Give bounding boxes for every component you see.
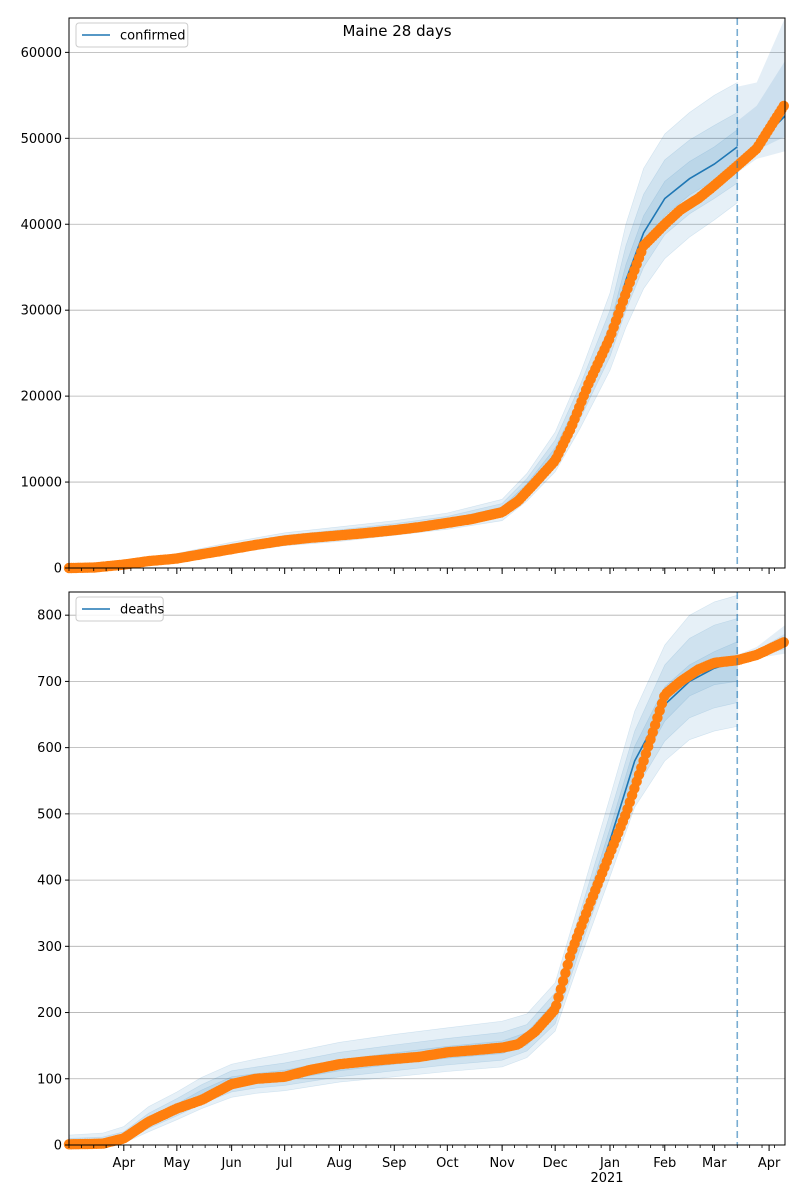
y-tick-label: 500: [37, 807, 62, 822]
observed-point: [778, 100, 789, 112]
axes-frame: [68, 591, 786, 1146]
x-tick-label: Dec: [543, 1156, 568, 1171]
y-tick-label: 30000: [21, 304, 62, 319]
x-tick-label: Apr: [758, 1156, 781, 1171]
y-tick-label: 0: [54, 562, 62, 577]
axes-frame: [68, 17, 786, 569]
y-tick-label: 700: [37, 675, 62, 690]
forecast-band: [737, 61, 785, 166]
x-tick-label: Aug: [327, 1156, 352, 1171]
x-tick-label: Jan: [599, 1156, 620, 1171]
y-tick-label: 600: [37, 741, 62, 756]
y-tick-label: 400: [37, 874, 62, 889]
y-tick-label: 20000: [21, 390, 62, 405]
legend-label: confirmed: [120, 29, 186, 44]
x-tick-label: Jul: [276, 1156, 293, 1171]
legend: deaths: [75, 596, 165, 622]
y-tick-label: 50000: [21, 132, 62, 147]
y-tick-label: 40000: [21, 218, 62, 233]
observed-point: [551, 1000, 562, 1011]
y-tick-label: 60000: [21, 46, 62, 61]
y-tick-label: 100: [37, 1072, 62, 1087]
uncertainty-band: [68, 618, 738, 1146]
x-tick-label: Oct: [436, 1156, 458, 1171]
observed-point: [560, 967, 571, 979]
observed-series: [63, 637, 789, 1150]
x-tick-label: Nov: [489, 1156, 515, 1171]
observed-point: [555, 984, 566, 995]
year-label: 2021: [590, 1171, 623, 1186]
observed-series: [63, 100, 789, 574]
uncertainty-band: [68, 111, 738, 569]
y-tick-label: 0: [54, 1139, 62, 1154]
y-tick-label: 800: [37, 609, 62, 624]
deaths-panel: 0 100 200 300 400 500 600 700 800 Apr May Jun Jul Aug…: [37, 591, 789, 1171]
confirmed-panel: 0 10000 20000 30000 40000 50000 60000 confirmed: [21, 17, 789, 577]
uncertainty-band: [68, 81, 738, 569]
y-tick-label: 10000: [21, 476, 62, 491]
observed-point: [557, 975, 569, 987]
y-tick-label: 300: [37, 940, 62, 955]
legend-label: deaths: [120, 603, 165, 618]
forecast-band: [737, 18, 785, 173]
legend-box: [75, 596, 164, 622]
x-tick-label: Jun: [220, 1156, 241, 1171]
y-tick-label: 200: [37, 1006, 62, 1021]
x-tick-label: Feb: [653, 1156, 676, 1171]
observed-point: [562, 959, 573, 970]
legend: confirmed: [75, 22, 189, 48]
figure-title: Maine 28 days: [342, 22, 451, 40]
observed-point: [553, 992, 564, 1003]
observed-point: [778, 637, 789, 648]
x-tick-label: Mar: [702, 1156, 727, 1171]
x-tick-label: Sep: [382, 1156, 407, 1171]
legend-box: [75, 22, 189, 48]
x-tick-label: Apr: [113, 1156, 136, 1171]
x-tick-label: May: [163, 1156, 190, 1171]
